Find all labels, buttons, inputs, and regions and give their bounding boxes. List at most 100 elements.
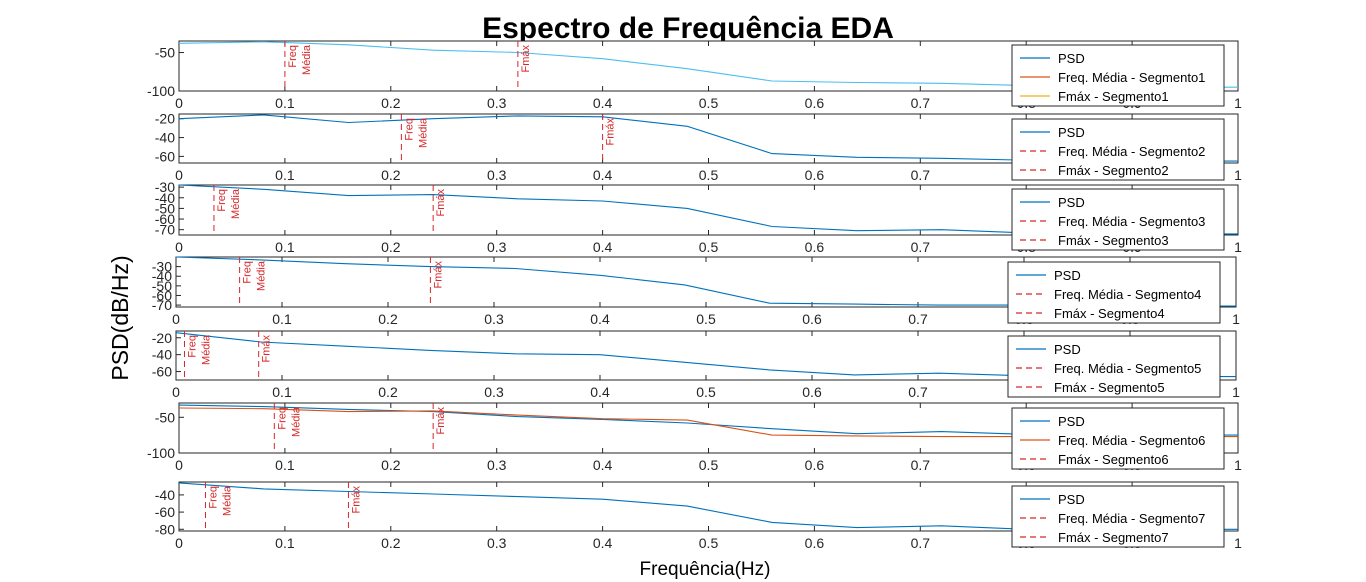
x-tick-label: 0.7	[911, 239, 931, 255]
x-tick-label: 0	[175, 167, 183, 183]
subplot-3: 00.10.20.30.40.50.60.70.80.91-30-40-50-6…	[155, 179, 1242, 255]
x-tick-label: 0.4	[593, 457, 613, 473]
y-tick-label: -70	[152, 297, 172, 313]
marker-label: Fmáx	[435, 407, 447, 435]
legend-entry: Fmáx - Segmento3	[1058, 233, 1169, 248]
legend-box	[1011, 407, 1225, 470]
legend-entry: Freq. Média - Segmento6	[1058, 433, 1205, 448]
marker-label: Freq	[207, 486, 219, 509]
legend-entry: Fmáx - Segmento1	[1058, 89, 1169, 104]
legend: PSD Freq. Média - Segmento3 Fmáx - Segment…	[1011, 188, 1225, 251]
x-tick-label: 0.1	[275, 95, 295, 111]
x-tick-label: 1	[1234, 95, 1242, 111]
x-tick-label: 0.7	[908, 311, 928, 327]
x-tick-label: 1	[1234, 457, 1242, 473]
x-tick-label: 0.1	[272, 311, 292, 327]
x-tick-label: 0.4	[593, 95, 613, 111]
x-tick-label: 0.3	[484, 311, 504, 327]
x-tick-label: 0.4	[590, 311, 610, 327]
marker-label: Média	[417, 117, 429, 148]
legend-entry: PSD	[1058, 51, 1085, 66]
x-tick-label: 1	[1234, 535, 1242, 551]
y-tick-label: -50	[155, 409, 175, 425]
x-tick-label: 1	[1232, 311, 1240, 327]
marker-label: Fmáx	[432, 261, 444, 289]
x-tick-label: 0.6	[805, 239, 825, 255]
x-tick-label: 0.7	[911, 457, 931, 473]
y-tick-label: -50	[152, 278, 172, 294]
x-tick-label: 0	[175, 95, 183, 111]
subplot-4: 00.10.20.30.40.50.60.70.80.91-30-40-50-6…	[152, 256, 1240, 327]
y-tick-label: -50	[155, 200, 175, 216]
x-tick-label: 0	[172, 384, 180, 400]
legend-entry: PSD	[1058, 125, 1085, 140]
x-tick-label: 0.7	[911, 95, 931, 111]
x-tick-label: 1	[1232, 384, 1240, 400]
legend-entry: Freq. Média - Segmento1	[1058, 70, 1205, 85]
x-tick-label: 0.7	[911, 535, 931, 551]
marker-label: Freq	[287, 45, 299, 68]
legend-entry: Freq. Média - Segmento4	[1054, 287, 1201, 302]
y-tick-label: -60	[152, 364, 172, 380]
x-tick-label: 0.6	[802, 384, 822, 400]
x-tick-label: 0.5	[696, 311, 716, 327]
marker-label: Fmáx	[350, 486, 362, 514]
legend-box	[1011, 188, 1225, 251]
legend-entry: Fmáx - Segmento4	[1054, 306, 1165, 321]
y-tick-label: -20	[155, 111, 175, 127]
y-tick-label: -70	[155, 222, 175, 238]
legend-entry: PSD	[1058, 492, 1085, 507]
legend-entry: Fmáx - Segmento2	[1058, 163, 1169, 178]
x-tick-label: 0.1	[272, 384, 292, 400]
x-tick-label: 0.2	[381, 535, 401, 551]
x-tick-label: 0.3	[487, 167, 507, 183]
x-tick-label: 1	[1234, 239, 1242, 255]
legend: PSD Freq. Média - Segmento4 Fmáx - Segment…	[1007, 261, 1221, 324]
legend-box	[1011, 118, 1225, 181]
x-tick-label: 0.2	[381, 239, 401, 255]
x-tick-label: 0.6	[805, 167, 825, 183]
legend-entry: Freq. Média - Segmento5	[1054, 361, 1201, 376]
marker-label: Média	[301, 44, 313, 75]
x-tick-label: 0	[175, 457, 183, 473]
x-tick-label: 0.5	[696, 384, 716, 400]
subplot-7: 00.10.20.30.40.50.60.70.80.91-40-60-80Fr…	[155, 481, 1242, 551]
x-tick-label: 0.5	[699, 457, 719, 473]
marker-label: Freq	[403, 118, 415, 141]
x-tick-label: 0.6	[805, 457, 825, 473]
legend-entry: Fmáx - Segmento7	[1058, 530, 1169, 545]
x-tick-label: 0.3	[484, 384, 504, 400]
y-tick-label: -40	[155, 190, 175, 206]
x-tick-label: 0.1	[275, 535, 295, 551]
x-tick-label: 0.4	[593, 167, 613, 183]
y-tick-label: -40	[152, 347, 172, 363]
y-tick-label: -100	[147, 445, 175, 461]
marker-label: Fmáx	[605, 118, 617, 146]
marker-label: Média	[230, 188, 242, 219]
y-tick-label: -100	[147, 83, 175, 99]
x-tick-label: 0.5	[699, 95, 719, 111]
marker-label: Média	[221, 485, 233, 516]
x-tick-label: 0	[172, 311, 180, 327]
x-tick-label: 0.2	[381, 95, 401, 111]
legend-entry: PSD	[1058, 195, 1085, 210]
y-tick-label: -60	[155, 504, 175, 520]
y-tick-label: -50	[155, 45, 175, 61]
y-tick-label: -20	[152, 330, 172, 346]
marker-label: Fmáx	[520, 45, 532, 73]
subplot-2: 00.10.20.30.40.50.60.70.80.91-20-40-60Fr…	[155, 111, 1242, 183]
x-tick-label: 0.5	[699, 167, 719, 183]
legend-entry: PSD	[1054, 342, 1081, 357]
marker-label: Média	[256, 260, 268, 291]
marker-label: Freq	[186, 335, 198, 358]
legend-entry: Fmáx - Segmento6	[1058, 452, 1169, 467]
y-tick-label: -80	[155, 521, 175, 537]
legend: PSD Freq. Média - Segmento5 Fmáx - Segment…	[1007, 335, 1221, 398]
subplot-panels: 00.10.20.30.40.50.60.70.80.91-50-100Freq…	[147, 40, 1242, 551]
y-tick-label: -60	[152, 287, 172, 303]
x-tick-label: 0.2	[381, 167, 401, 183]
figure-title: Espectro de Frequência EDA	[482, 12, 894, 45]
subplot-1: 00.10.20.30.40.50.60.70.80.91-50-100Freq…	[147, 40, 1242, 111]
x-tick-label: 0.3	[487, 239, 507, 255]
